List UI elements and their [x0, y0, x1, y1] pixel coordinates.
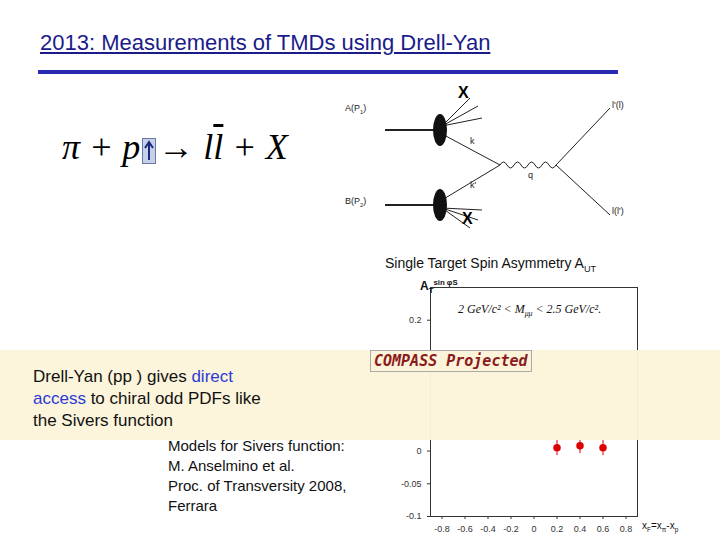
html-text:xF=xπ-xp: xF=xπ-xp	[642, 520, 679, 533]
html-text:Proc. of Transversity 2008,: Proc. of Transversity 2008,	[168, 477, 347, 494]
svg-text:0: 0	[416, 446, 421, 456]
svg-text:-0.6: -0.6	[457, 524, 473, 534]
svg-text:-0.05: -0.05	[401, 479, 422, 489]
html-text:Ferrara: Ferrara	[168, 497, 218, 514]
svg-text:0.2: 0.2	[409, 315, 422, 325]
html-text:k: k	[470, 136, 475, 146]
html-text:2013: Measurements of TMDs usi: 2013: Measurements of TMDs using Drell-Y…	[40, 30, 491, 55]
svg-text:0.4: 0.4	[574, 524, 587, 534]
html-text:q: q	[528, 170, 533, 180]
html-text:k': k'	[470, 180, 477, 190]
html-text:Drell-Yan (pp ) gives direct a: Drell-Yan (pp ) gives direct access to c…	[33, 367, 261, 430]
html-text:M. Anselmino et al.: M. Anselmino et al.	[168, 457, 295, 474]
html-text:X: X	[462, 210, 473, 227]
html-text:A(P1): A(P1)	[345, 103, 367, 115]
svg-text:0.6: 0.6	[597, 524, 610, 534]
html-text:sin φS: sin φS	[433, 278, 458, 287]
html-text:COMPASS Projected: COMPASS Projected	[374, 352, 528, 370]
svg-text:0: 0	[531, 524, 536, 534]
html-text:Single Target Spin Asymmetry A: Single Target Spin Asymmetry AUT	[385, 255, 597, 274]
html-text:l(l'): l(l')	[612, 206, 624, 216]
html-text:→ l l + X: → l l + X	[158, 127, 288, 167]
html-text:B(P2): B(P2)	[345, 196, 367, 208]
html-text:2 GeV/c² < Mμμ< 2.5 GeV/c².: 2 GeV/c² < Mμμ< 2.5 GeV/c².	[458, 302, 602, 319]
svg-text:-0.4: -0.4	[480, 524, 496, 534]
html-text:l'(l): l'(l)	[612, 100, 624, 110]
svg-text:0.2: 0.2	[551, 524, 564, 534]
html-text:π + p: π + p	[62, 127, 141, 167]
svg-text:-0.1: -0.1	[406, 511, 422, 521]
html-text:Models for Sivers function:: Models for Sivers function:	[168, 437, 345, 454]
svg-text:-0.2: -0.2	[503, 524, 519, 534]
html-text:X: X	[458, 84, 469, 101]
html-text:AT: AT	[420, 279, 434, 296]
svg-text:0.8: 0.8	[620, 524, 633, 534]
svg-text:-0.8: -0.8	[434, 524, 450, 534]
